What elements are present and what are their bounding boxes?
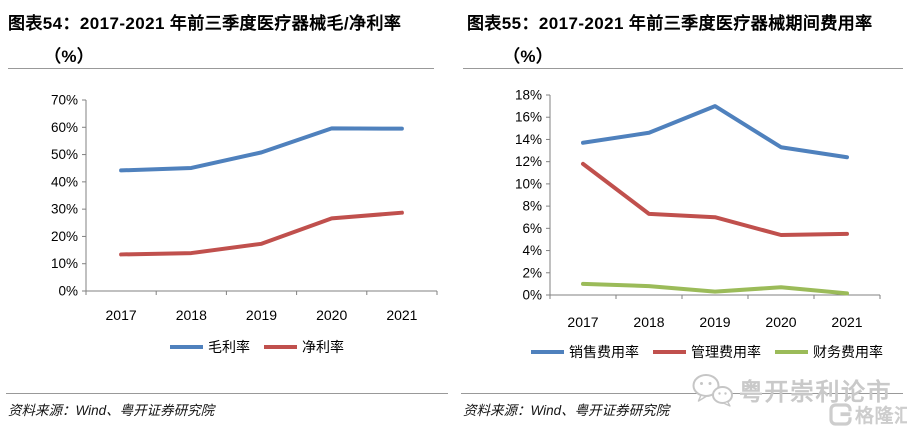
x-tick-label: 2017 [106, 307, 137, 323]
y-tick-label: 40% [51, 174, 78, 189]
figure55-line-chart: 0% 2% 4% 6% 8% 10% 12% 14% 16% 18% 2017 2018 2019 202… [515, 88, 883, 361]
wechat-icon [692, 373, 733, 407]
series-line-0 [119, 126, 404, 173]
figure54-line-chart: 0% 10% 20% 30% 40% 50% 60% 70% 2017 2018 2019 2020 2… [51, 93, 438, 355]
y-tick-label: 70% [51, 93, 78, 108]
y-tick-label: 0% [58, 284, 78, 299]
x-tick-label: 2021 [831, 314, 862, 330]
wechat-watermark: 粤开崇利论市 [692, 372, 892, 407]
x-tick-label: 2018 [633, 314, 664, 330]
legend-label-0: 毛利率 [208, 339, 250, 355]
figure55-source-divider [461, 393, 903, 394]
x-tick-label: 2020 [316, 307, 347, 323]
y-tick-label: 10% [515, 176, 542, 191]
x-tick-label: 2018 [176, 307, 207, 323]
y-tick-label: 8% [522, 199, 542, 214]
legend-label-1: 净利率 [302, 339, 344, 355]
series-line-1 [581, 161, 849, 237]
y-tick-label: 60% [51, 120, 78, 135]
figure55-title-line1: 图表55：2017-2021 年前三季度医疗器械期间费用率 [467, 14, 873, 33]
legend-label-2: 财务费用率 [813, 344, 883, 360]
y-tick-label: 2% [522, 265, 542, 280]
y-tick-label: 30% [51, 202, 78, 217]
figure55-title-line2: （%） [503, 47, 554, 66]
y-tick-label: 16% [515, 110, 542, 125]
figure54-title-divider [8, 68, 434, 69]
x-tick-label: 2019 [699, 314, 730, 330]
series-line-0 [581, 104, 849, 160]
legend-label-0: 销售费用率 [569, 344, 639, 360]
figure55-source: 资料来源：Wind、粤开证券研究院 [463, 403, 670, 418]
y-tick-label: 6% [522, 221, 542, 236]
y-tick-label: 0% [522, 288, 542, 303]
x-tick-label: 2019 [246, 307, 277, 323]
y-tick-label: 4% [522, 243, 542, 258]
gelonghui-logo-icon [829, 403, 852, 426]
y-tick-label: 20% [51, 229, 78, 244]
figure54-source-divider [6, 393, 448, 394]
figure55-title-divider [463, 68, 903, 69]
x-tick-label: 2021 [386, 307, 417, 323]
y-tick-label: 18% [515, 88, 542, 103]
figure54-source: 资料来源：Wind、粤开证券研究院 [8, 403, 215, 418]
y-tick-label: 10% [51, 256, 78, 271]
figure54-title-line2: （%） [44, 47, 95, 66]
series-line-1 [119, 210, 404, 257]
x-tick-label: 2017 [567, 314, 598, 330]
y-tick-label: 50% [51, 147, 78, 162]
gelonghui-logo-text: 格隆汇 [855, 406, 907, 427]
wechat-account-name: 粤开崇利论市 [739, 379, 892, 406]
x-tick-label: 2020 [765, 314, 796, 330]
legend-label-1: 管理费用率 [691, 344, 761, 360]
y-tick-label: 14% [515, 132, 542, 147]
figure54-title-line1: 图表54：2017-2021 年前三季度医疗器械毛/净利率 [8, 14, 402, 33]
gelonghui-watermark: 格隆汇 [829, 401, 907, 428]
series-line-2 [581, 281, 849, 296]
y-tick-label: 12% [515, 154, 542, 169]
